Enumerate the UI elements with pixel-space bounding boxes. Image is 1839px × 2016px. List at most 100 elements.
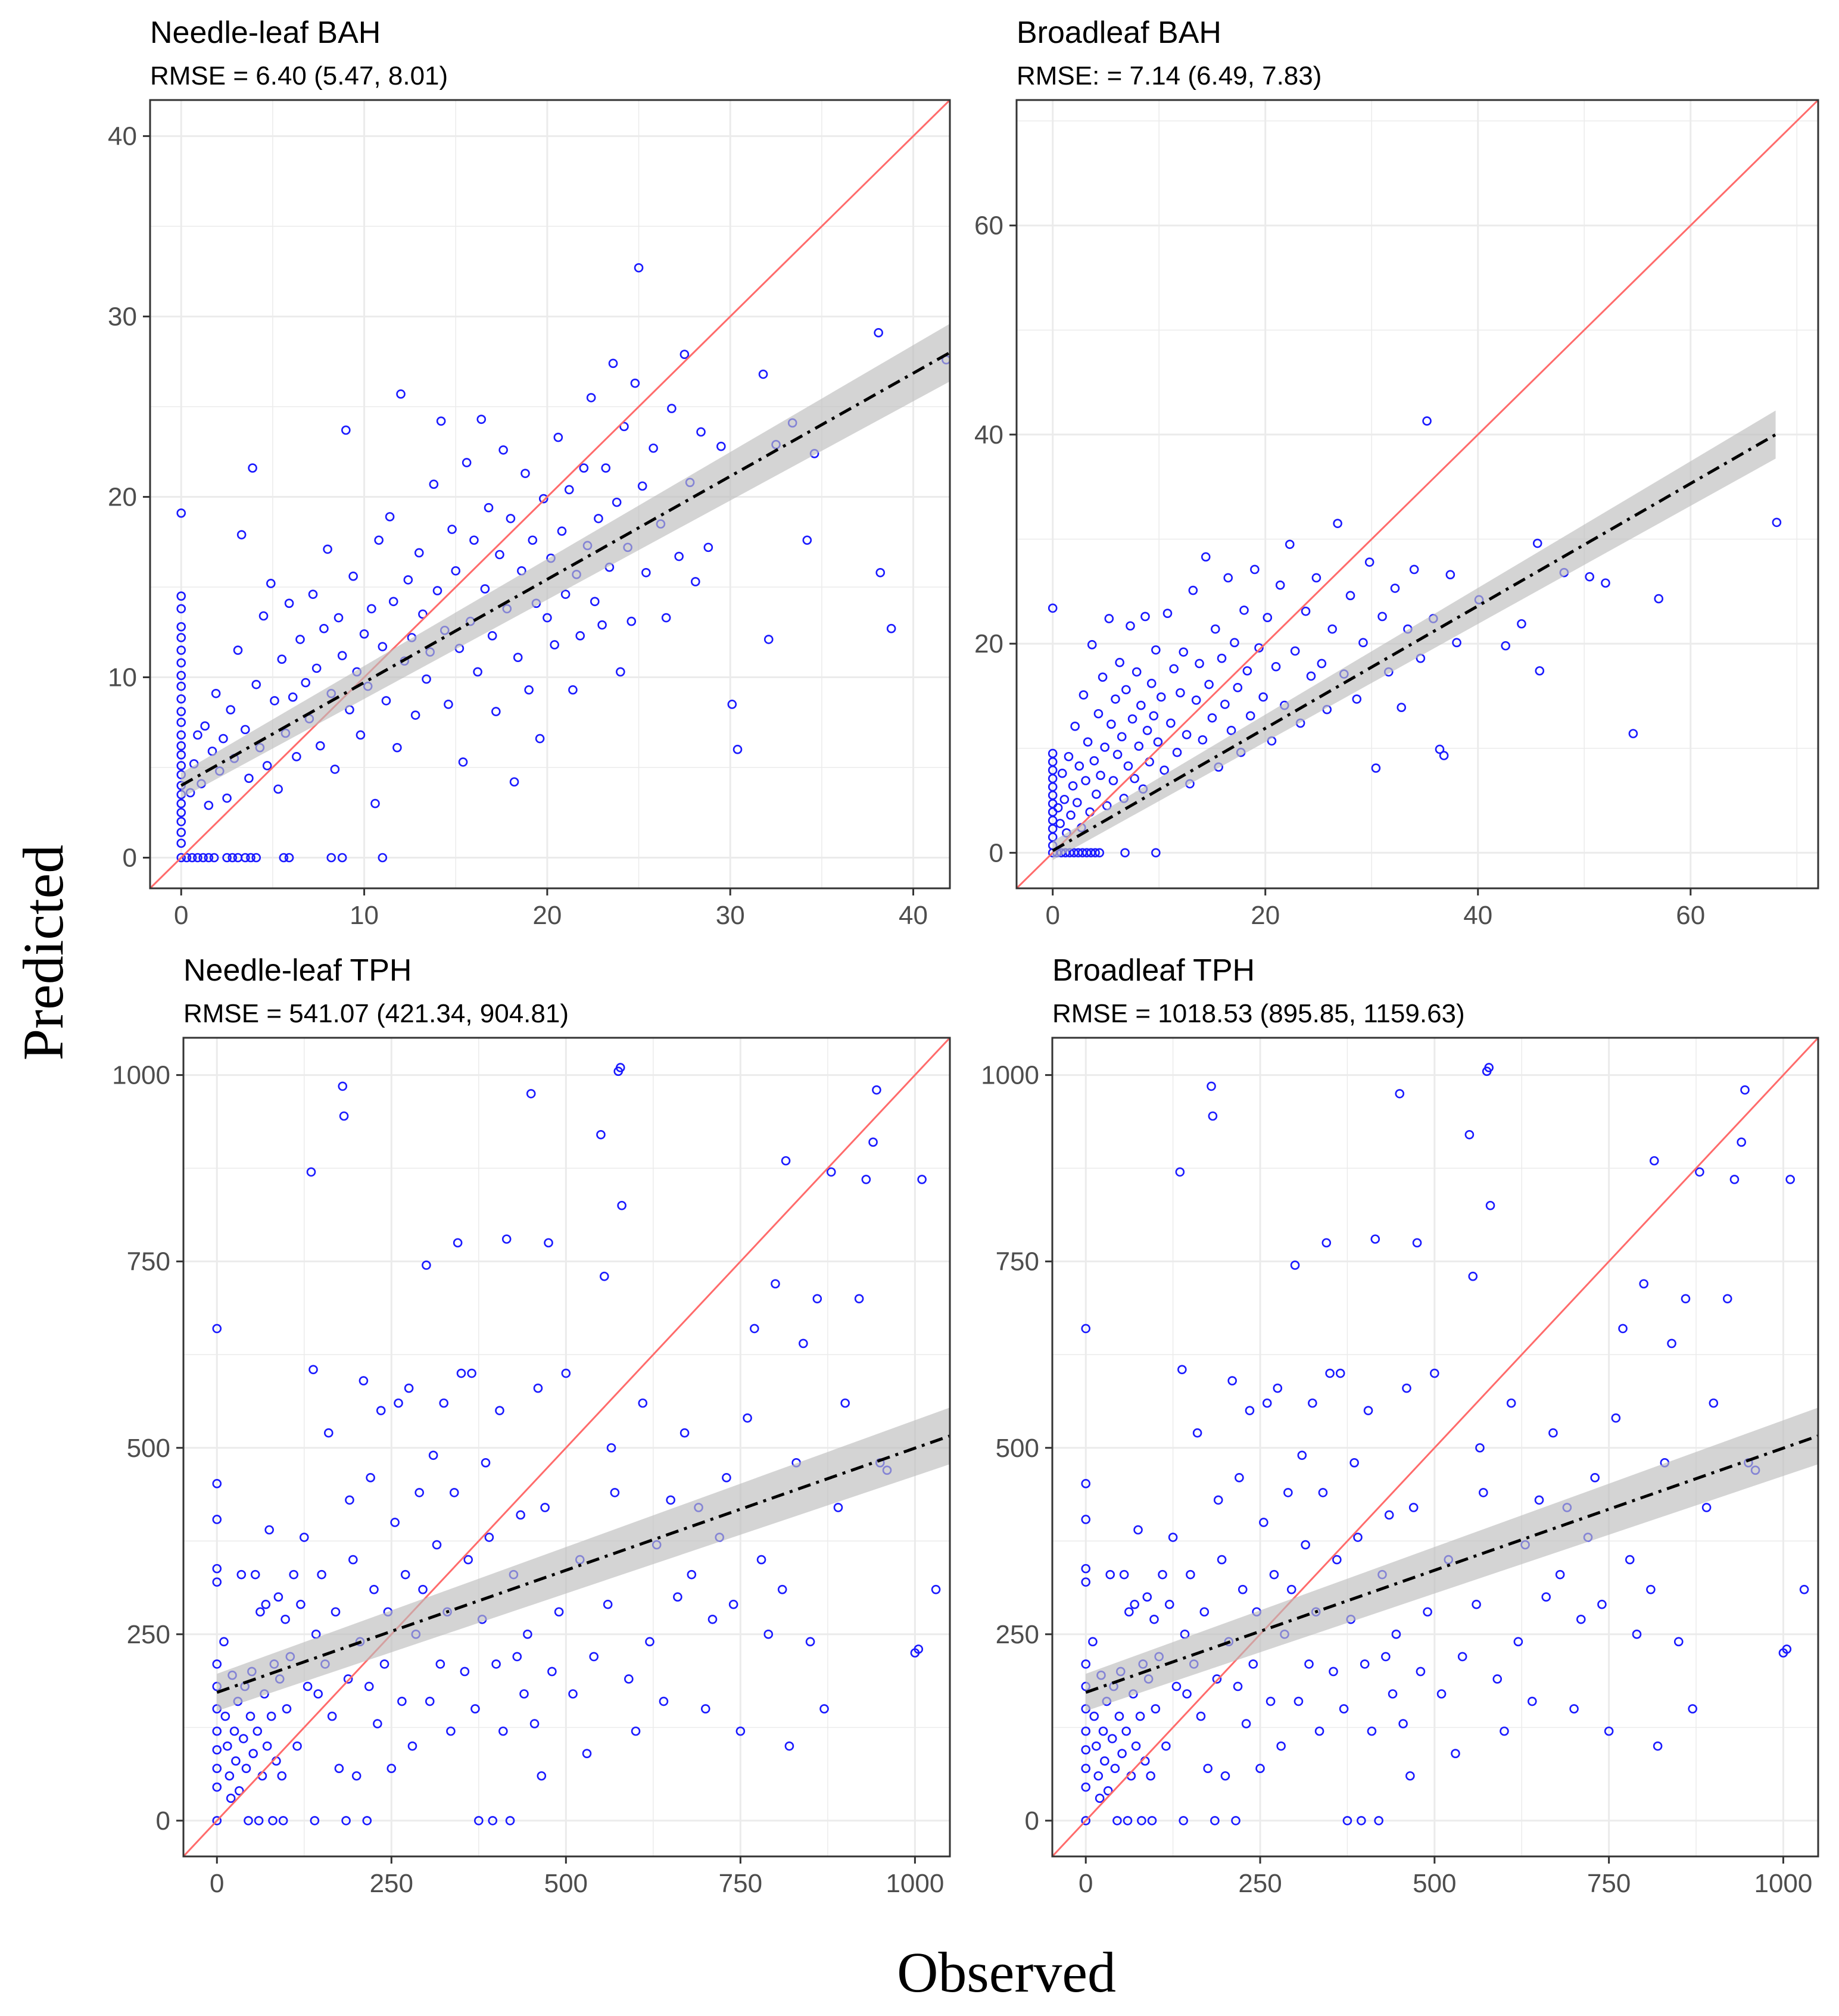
data-point [264, 1525, 274, 1535]
data-point [245, 1711, 255, 1721]
data-point [1345, 591, 1355, 601]
data-point [251, 853, 261, 863]
data-point [1072, 798, 1082, 807]
data-point [229, 1726, 239, 1736]
data-point [378, 642, 388, 651]
data-point [176, 761, 186, 770]
data-point [1255, 1764, 1265, 1774]
data-point [802, 535, 812, 545]
data-point [1452, 638, 1461, 648]
data-point [819, 1704, 829, 1714]
data-point [248, 463, 257, 473]
data-point [268, 1816, 278, 1825]
data-point [425, 1696, 435, 1706]
data-point [1585, 572, 1594, 582]
regression-line [1085, 1434, 1818, 1694]
panel-title: Broadleaf BAH [1017, 15, 1221, 50]
data-point [1162, 608, 1173, 618]
data-point [1238, 1584, 1248, 1594]
data-point [250, 1569, 260, 1580]
y-tick-label: 40 [108, 122, 137, 151]
x-tick-label: 750 [719, 1869, 762, 1898]
data-point [758, 369, 768, 379]
data-point [498, 1726, 508, 1736]
data-point [1297, 1450, 1307, 1460]
data-point [1088, 1637, 1098, 1647]
data-point [484, 503, 494, 513]
data-point [176, 591, 186, 601]
data-point [1081, 776, 1090, 785]
data-point [1186, 1569, 1195, 1580]
data-point [1081, 1577, 1091, 1587]
data-point [630, 378, 640, 388]
data-point [1159, 765, 1169, 775]
data-point [756, 1555, 766, 1565]
data-point [313, 1689, 323, 1699]
x-axis-title: Observed [897, 1940, 1116, 2004]
data-point [176, 694, 186, 704]
data-point [422, 674, 431, 684]
data-point [1357, 1816, 1366, 1825]
data-point [176, 741, 186, 751]
data-point [703, 542, 713, 553]
data-point [1212, 1674, 1222, 1684]
data-point [1654, 594, 1664, 604]
data-point [1231, 1816, 1240, 1825]
data-point [564, 485, 574, 495]
data-point [1081, 1782, 1091, 1792]
data-point [645, 1637, 654, 1647]
data-point [641, 567, 651, 578]
data-point [680, 349, 690, 359]
data-point [212, 1726, 222, 1736]
data-point [812, 1294, 822, 1304]
data-point [1269, 1569, 1279, 1580]
data-point [784, 1741, 794, 1751]
data-point [176, 707, 186, 716]
data-point [606, 1443, 616, 1453]
data-point [1358, 638, 1368, 648]
data-point [528, 535, 538, 545]
data-point [1089, 756, 1099, 766]
data-point [1081, 1324, 1091, 1334]
data-point [273, 1592, 283, 1602]
data-point [727, 700, 737, 709]
data-point [1576, 1614, 1586, 1624]
y-tick-label: 20 [108, 483, 137, 512]
data-point [331, 1607, 341, 1617]
data-point [469, 535, 479, 545]
y-tick-label: 0 [1025, 1806, 1039, 1836]
data-point [474, 1816, 484, 1825]
data-point [1266, 1696, 1276, 1706]
data-point [339, 1111, 349, 1121]
data-point [1439, 751, 1449, 760]
data-point [1688, 1704, 1697, 1714]
data-point [435, 1659, 445, 1669]
data-point [509, 777, 519, 787]
data-point [498, 445, 508, 455]
data-point [292, 752, 301, 762]
data-point [707, 1614, 718, 1624]
data-point [212, 1816, 222, 1825]
data-point [381, 696, 391, 706]
data-point [1095, 1793, 1105, 1803]
data-point [1161, 1741, 1171, 1751]
data-point [1081, 1564, 1091, 1574]
data-point [1153, 737, 1163, 747]
data-point [1464, 1129, 1475, 1140]
data-point [1066, 810, 1076, 820]
data-point [317, 1569, 326, 1580]
data-point [638, 1398, 648, 1408]
data-point [582, 1749, 592, 1758]
data-point [886, 623, 896, 633]
data-point [410, 710, 420, 720]
data-point [467, 1368, 476, 1378]
data-point [1188, 585, 1198, 595]
data-point [544, 1238, 553, 1248]
data-point [1172, 747, 1182, 757]
data-point [451, 566, 461, 576]
data-point [212, 1764, 222, 1774]
data-point [612, 497, 622, 507]
data-point [1171, 1681, 1182, 1692]
data-point [1245, 1406, 1255, 1415]
y-tick-label: 60 [974, 211, 1003, 241]
